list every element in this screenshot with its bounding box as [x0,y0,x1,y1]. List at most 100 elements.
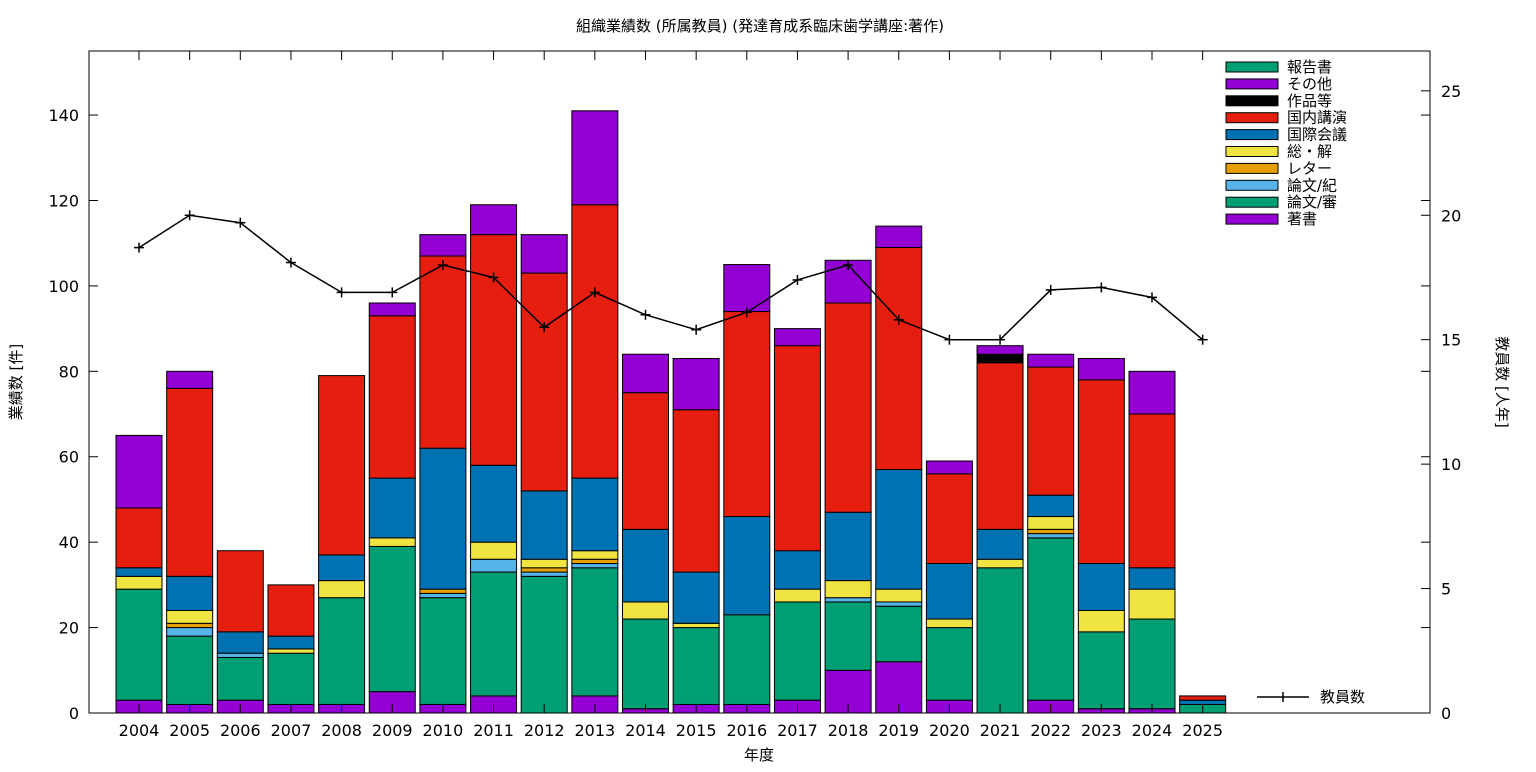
legend-label: 総・解 [1287,143,1332,161]
x-tick-label: 2016 [726,721,767,740]
line-point-2024 [1147,292,1157,303]
y-tick-label: 80 [59,362,79,381]
bar-2021-series-1 [976,567,1024,714]
bar-2022-series-2 [1027,533,1075,539]
x-tick-label: 2006 [220,721,261,740]
legend-label: レター [1287,159,1332,177]
bar-2025-series-6 [1179,695,1227,701]
bar-2016-series-6 [723,311,771,518]
line-point-2019 [893,314,904,325]
bar-2009-series-8 [368,302,416,317]
x-tick-label: 2009 [372,721,413,740]
y-tick-label: 120 [48,191,79,210]
legend-swatch [1225,61,1279,73]
bar-2015-series-4 [672,622,720,629]
bar-2009-series-4 [368,537,416,547]
bar-2010-series-2 [419,592,467,599]
x-tick-label: 2012 [524,721,565,740]
bar-2017-series-8 [773,328,821,347]
bar-2004-series-1 [115,588,163,701]
bar-2020-series-5 [925,563,973,620]
line-point-2020 [944,334,955,345]
legend-label: 作品等 [1287,92,1332,110]
bar-2008-series-5 [318,554,366,582]
bar-2021-series-8 [976,345,1024,355]
bar-2013-series-1 [571,567,619,697]
bar-2023-series-6 [1077,379,1125,565]
bar-2004-series-8 [115,434,163,509]
line-point-2006 [235,217,246,228]
bar-2023-series-1 [1077,631,1125,710]
bar-2004-series-4 [115,575,163,590]
bar-2014-series-1 [622,618,669,710]
bar-2010-series-3 [419,588,467,594]
legend-label: 国内講演 [1287,109,1347,127]
bar-2020-series-1 [925,627,973,701]
legend-label: 著書 [1287,210,1317,228]
x-tick-label: 2008 [321,721,362,740]
legend-swatch [1225,196,1279,208]
bar-2021-series-7 [976,353,1024,364]
x-tick-label: 2023 [1081,721,1122,740]
bar-2012-series-1 [520,575,568,714]
x-axis-label: 年度 [744,746,774,764]
bar-2024-series-5 [1128,567,1176,590]
line-point-2008 [336,287,347,298]
y-tick-label: 0 [69,704,79,723]
line-point-2018 [843,260,854,271]
bar-2006-series-1 [216,656,264,701]
bar-2022-series-5 [1027,494,1075,518]
legend-swatch [1225,162,1279,174]
bar-2007-series-5 [267,635,315,650]
bar-2013-series-3 [571,558,619,565]
bar-2019-series-8 [875,225,923,248]
bar-2024-series-4 [1128,588,1176,620]
line-point-2021 [995,334,1006,345]
y2-tick-label: 10 [1441,455,1461,474]
bar-2011-series-5 [470,464,518,543]
y2-tick-label: 20 [1441,206,1461,225]
line-point-2009 [387,287,398,298]
bar-2016-series-1 [723,614,771,705]
x-tick-label: 2022 [1030,721,1071,740]
line-point-2007 [285,257,296,268]
bar-2014-series-6 [622,392,669,530]
bar-2022-series-1 [1027,537,1075,701]
bar-2010-series-8 [419,234,467,257]
bar-2010-series-5 [419,447,467,590]
legend-label: 国際会議 [1287,126,1347,144]
line-point-2004 [134,242,144,253]
line-point-2023 [1096,282,1107,293]
x-tick-label: 2004 [119,721,160,740]
bar-2011-series-1 [470,571,518,697]
x-tick-label: 2007 [271,721,312,740]
bar-2019-series-6 [875,246,923,471]
bar-2022-series-6 [1027,366,1075,496]
y-axis-label: 業績数 [件] [7,344,25,420]
bar-2005-series-1 [166,635,214,705]
bar-2013-series-4 [571,550,619,560]
bar-2023-series-8 [1077,358,1125,381]
bar-2011-series-6 [470,234,518,466]
bar-2007-series-6 [267,584,315,637]
bar-2004-series-6 [115,507,163,569]
bar-2019-series-5 [875,469,923,590]
x-tick-label: 2014 [625,721,666,740]
bar-2018-series-1 [824,601,872,671]
bar-2015-series-8 [672,358,720,411]
legend-swatch [1225,129,1279,141]
bar-2024-series-8 [1128,370,1176,415]
bar-2017-series-6 [773,345,821,552]
bar-2017-series-5 [773,550,821,590]
bar-2010-series-1 [419,597,467,705]
y-tick-label: 20 [59,619,79,638]
legend-label: 論文/紀 [1287,176,1337,194]
bar-2014-series-5 [622,528,669,603]
x-tick-label: 2017 [777,721,818,740]
bar-2014-series-8 [622,353,669,394]
bar-2008-series-6 [318,375,366,556]
bar-2005-series-3 [166,622,214,629]
bar-2012-series-8 [520,234,568,274]
